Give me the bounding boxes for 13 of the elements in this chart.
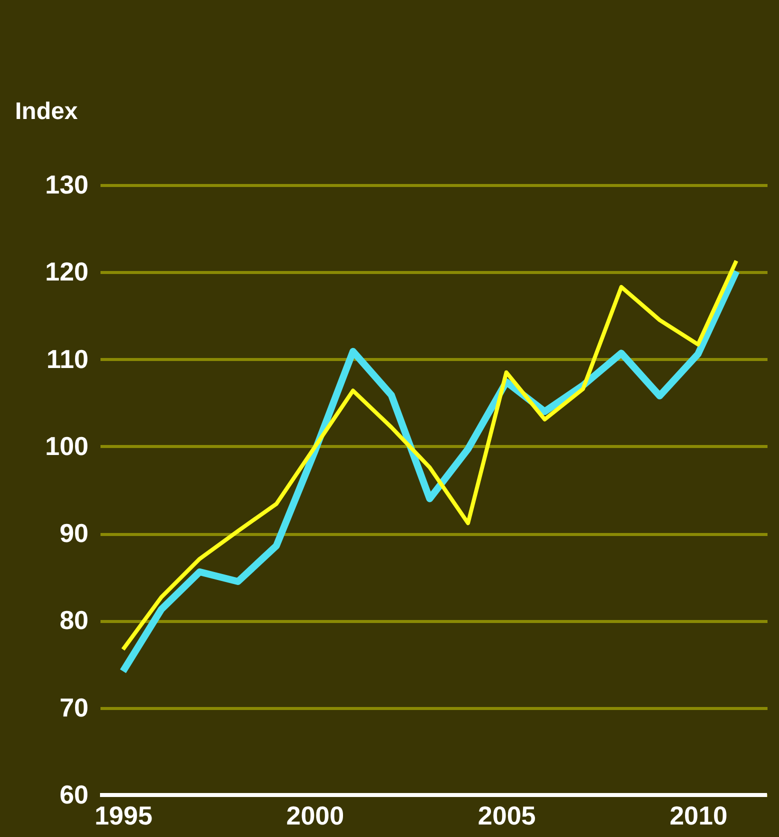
y-tick-label: 100 — [45, 430, 88, 461]
y-tick-label: 130 — [45, 170, 88, 200]
y-tick-label: 120 — [45, 256, 88, 287]
y-tick-label: 80 — [60, 605, 88, 636]
x-tick-label: 1995 — [94, 800, 152, 830]
y-axis-title: Index — [15, 98, 78, 125]
y-tick-label: 110 — [46, 344, 88, 374]
x-tick-label: 2005 — [478, 800, 536, 830]
y-tick-label: 60 — [60, 780, 88, 810]
x-tick-label: 2000 — [286, 800, 344, 830]
y-tick-label: 70 — [60, 692, 88, 722]
y-tick-label: 90 — [60, 518, 88, 548]
x-tick-label: 2010 — [670, 800, 728, 830]
